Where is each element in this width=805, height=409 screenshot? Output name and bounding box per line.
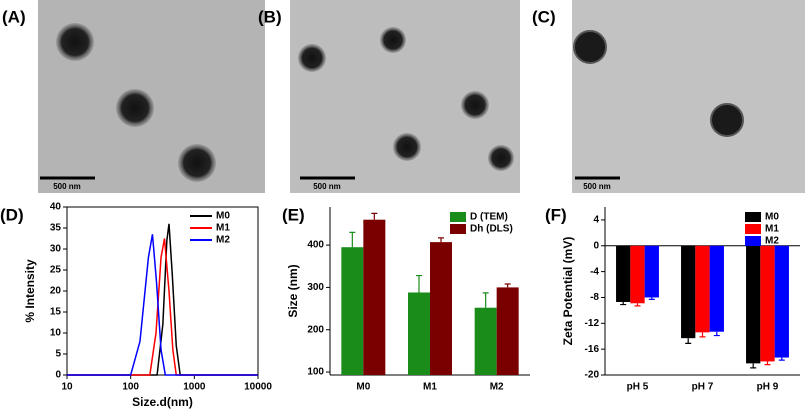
y-tick-label: 100 [307,367,324,378]
x-tick-label: pH 5 [627,382,649,393]
error-bar [778,357,785,361]
x-tick-label: M1 [423,382,437,393]
y-tick-label: 200 [307,324,324,335]
bar [709,245,724,332]
line-series [67,234,258,376]
error-bar [713,331,720,337]
error-bar [416,274,422,293]
bar [630,245,645,304]
bar [616,245,631,302]
y-tick-label: 25 [50,265,62,276]
legend-label: M2 [765,236,779,247]
y-tick-label: -20 [585,370,600,381]
bar [774,245,789,358]
panel-label: (B) [258,7,282,26]
legend-label: M0 [765,212,779,223]
scale-bar-label: 500 nm [583,182,611,191]
x-tick-label: 10 [61,382,73,393]
legend-swatch [745,236,761,246]
x-tick-label: pH 9 [757,382,779,393]
y-tick-label: -16 [585,344,600,355]
x-tick-label: M0 [356,382,370,393]
y-tick-label: -8 [590,292,599,303]
bar [474,307,497,375]
legend-label: M0 [216,211,230,222]
tem-image-b: 500 nm [290,0,520,193]
bar [363,219,386,375]
error-bar [685,338,692,344]
y-axis-label: Size (nm) [286,264,300,317]
legend-label: M1 [765,224,779,235]
panel-label: (A) [2,7,26,26]
error-bar [504,283,511,288]
error-bar [764,361,771,366]
panel-label: (C) [532,7,556,26]
bar [496,287,519,375]
error-bar [438,237,444,243]
tem-image-a: 500 nm [38,0,265,193]
y-tick-label: 35 [50,223,62,234]
y-tick-label: 4 [593,215,599,226]
y-tick-label: 300 [307,282,324,293]
error-bar [482,292,489,308]
error-bar [634,303,641,307]
y-tick-label: 20 [50,286,62,297]
bar [408,292,430,375]
panel-label: (D) [0,205,24,224]
bar [341,247,364,375]
error-bar [620,301,627,306]
x-tick-label: 1000 [183,382,206,393]
y-tick-label: 5 [55,349,61,360]
bar [644,245,659,298]
y-tick-label: 0 [55,370,61,381]
y-tick-label: 400 [307,240,324,251]
legend-swatch [450,212,466,222]
panel-label: (F) [545,205,567,224]
bar [695,245,710,333]
error-bar [648,297,655,300]
panel-label: (E) [282,205,305,224]
error-bar [699,332,706,338]
x-tick-label: 100 [122,382,139,393]
y-tick-label: -12 [585,318,600,329]
y-tick-label: 10 [50,328,62,339]
x-axis-label: Size.d(nm) [132,395,193,409]
y-axis-label: Zeta Potential (mV) [561,237,575,346]
x-tick-label: 10000 [244,382,272,393]
y-tick-label: 0 [593,240,599,251]
bar [681,245,696,339]
bar [430,242,452,375]
y-tick-label: -4 [590,266,599,277]
scale-bar-label: 500 nm [53,182,81,191]
error-bar [349,231,356,248]
legend-swatch [450,224,466,234]
legend-label: M2 [216,235,230,246]
bar [746,245,761,364]
y-tick-label: 15 [50,307,62,318]
legend-swatch [745,212,761,222]
legend-label: D (TEM) [470,212,508,223]
x-tick-label: M2 [490,382,504,393]
line-series [67,223,258,376]
legend-label: Dh (DLS) [470,224,513,235]
error-bar [750,363,757,369]
line-series [67,238,258,376]
y-tick-label: 40 [50,202,62,213]
legend-label: M1 [216,223,230,234]
x-tick-label: pH 7 [692,382,714,393]
y-axis-label: % Intensity [23,259,37,323]
bar [760,245,775,362]
scale-bar-label: 500 nm [313,182,341,191]
legend-swatch [745,224,761,234]
tem-image-c: 500 nm [572,0,805,193]
error-bar [371,212,378,220]
plot-frame [66,206,259,376]
y-tick-label: 30 [50,244,62,255]
